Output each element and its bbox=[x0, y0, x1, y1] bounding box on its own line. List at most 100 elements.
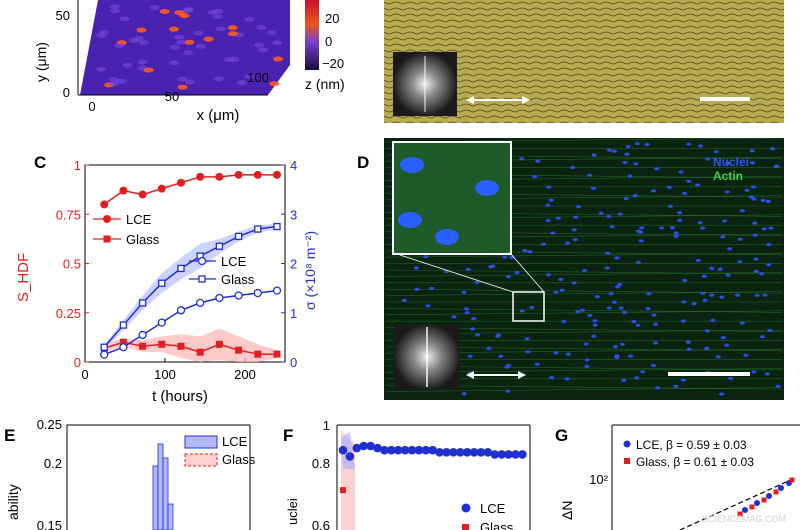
c-legend-marker bbox=[198, 275, 206, 283]
nucleus bbox=[680, 378, 686, 382]
nucleus bbox=[667, 204, 674, 208]
surface-bump bbox=[236, 80, 247, 86]
c-legend-label: LCE bbox=[126, 212, 152, 227]
g-point-glass bbox=[737, 511, 743, 517]
nucleus bbox=[519, 309, 525, 313]
nucleus bbox=[681, 300, 687, 304]
nucleus bbox=[759, 335, 766, 339]
colorbar-tick: −20 bbox=[322, 56, 344, 71]
a-x-label: x (μm) bbox=[197, 107, 240, 124]
nucleus bbox=[720, 336, 727, 340]
nucleus bbox=[612, 300, 618, 304]
c-series-line bbox=[103, 225, 278, 348]
nucleus bbox=[632, 194, 638, 198]
nucleus bbox=[495, 334, 501, 338]
nucleus bbox=[545, 203, 551, 207]
nucleus bbox=[753, 257, 759, 261]
c-point bbox=[119, 343, 128, 352]
surface-bump bbox=[109, 81, 120, 87]
nucleus bbox=[752, 221, 758, 225]
alignment-arrow bbox=[466, 371, 526, 379]
c-point bbox=[119, 186, 128, 195]
surface-bump bbox=[184, 39, 195, 45]
g-y-label: ΔN bbox=[559, 501, 575, 520]
surface-bump bbox=[212, 14, 223, 20]
c-point bbox=[158, 279, 166, 287]
g-point-lce bbox=[766, 493, 772, 499]
g-point-lce bbox=[754, 500, 760, 506]
c-point bbox=[215, 293, 224, 303]
surface-bump bbox=[179, 13, 190, 19]
histogram-bar bbox=[162, 457, 169, 530]
nucleus bbox=[669, 226, 676, 230]
f-point-lce bbox=[490, 450, 500, 459]
nucleus bbox=[744, 188, 750, 192]
nucleus bbox=[606, 214, 612, 219]
c-x-tick-label: 100 bbox=[154, 367, 176, 382]
nucleus bbox=[676, 218, 683, 222]
c-point bbox=[254, 225, 262, 233]
nucleus bbox=[637, 230, 644, 234]
zoom-connector bbox=[396, 253, 514, 293]
nucleus bbox=[467, 354, 473, 359]
nucleus bbox=[414, 287, 420, 291]
nucleus bbox=[546, 185, 552, 189]
panel-c-chart: S_HDF σ (×10⁸ m⁻²) t (hours) 0 0.25 0.5 0.7… bbox=[15, 158, 318, 405]
nucleus bbox=[506, 363, 512, 368]
nucleus bbox=[713, 150, 719, 154]
nucleus bbox=[555, 216, 561, 220]
legend-label-lce: LCE, β = 0.59 ± 0.03 bbox=[636, 438, 747, 452]
nucleus bbox=[423, 255, 429, 259]
actin-fiber bbox=[385, 272, 783, 277]
nucleus bbox=[623, 196, 629, 201]
nucleus bbox=[581, 269, 588, 273]
nucleus bbox=[754, 293, 760, 297]
f-point-lce bbox=[497, 450, 507, 459]
nucleus bbox=[401, 298, 408, 303]
actin-fiber bbox=[385, 288, 783, 294]
nucleus bbox=[558, 277, 564, 282]
g-point-glass bbox=[773, 489, 779, 495]
c-point bbox=[177, 264, 185, 273]
nucleus bbox=[571, 228, 577, 232]
surface-bump bbox=[244, 74, 255, 80]
nucleus bbox=[584, 364, 590, 369]
surface-bump bbox=[137, 59, 148, 65]
f-y-tick: 1 bbox=[323, 418, 330, 433]
nucleus bbox=[767, 328, 773, 333]
nucleus bbox=[682, 278, 688, 283]
nucleus bbox=[586, 313, 593, 318]
nucleus bbox=[559, 288, 565, 292]
legend-swatch-lce bbox=[184, 435, 218, 449]
nucleus bbox=[739, 321, 745, 325]
nucleus bbox=[525, 350, 531, 354]
nucleus bbox=[571, 281, 577, 285]
nucleus bbox=[474, 280, 480, 284]
nucleus bbox=[697, 221, 703, 225]
colorbar-tick: 0 bbox=[325, 34, 332, 49]
surface-bump bbox=[273, 56, 284, 62]
surface-bump bbox=[207, 9, 218, 15]
nucleus bbox=[768, 226, 774, 230]
nucleus bbox=[451, 315, 457, 319]
nucleus bbox=[758, 272, 765, 276]
c-series-line bbox=[103, 341, 277, 355]
f-point-lce bbox=[476, 448, 486, 457]
nucleus bbox=[534, 362, 540, 366]
nucleus bbox=[564, 241, 570, 245]
c-right-tick-label: 1 bbox=[290, 306, 297, 321]
c-point bbox=[176, 306, 186, 315]
g-point-lce bbox=[742, 507, 748, 513]
c-right-tick-label: 0 bbox=[290, 355, 297, 370]
nucleus bbox=[715, 355, 721, 359]
nucleus bbox=[527, 250, 533, 254]
nucleus bbox=[720, 235, 726, 239]
alignment-arrow bbox=[466, 96, 530, 104]
c-point bbox=[254, 350, 262, 358]
surface-bump bbox=[256, 24, 267, 30]
surface-bump bbox=[174, 34, 185, 40]
nucleus bbox=[624, 152, 630, 156]
c-point bbox=[215, 340, 223, 348]
nucleus bbox=[673, 384, 679, 388]
panel-letter-f: F bbox=[283, 426, 293, 445]
